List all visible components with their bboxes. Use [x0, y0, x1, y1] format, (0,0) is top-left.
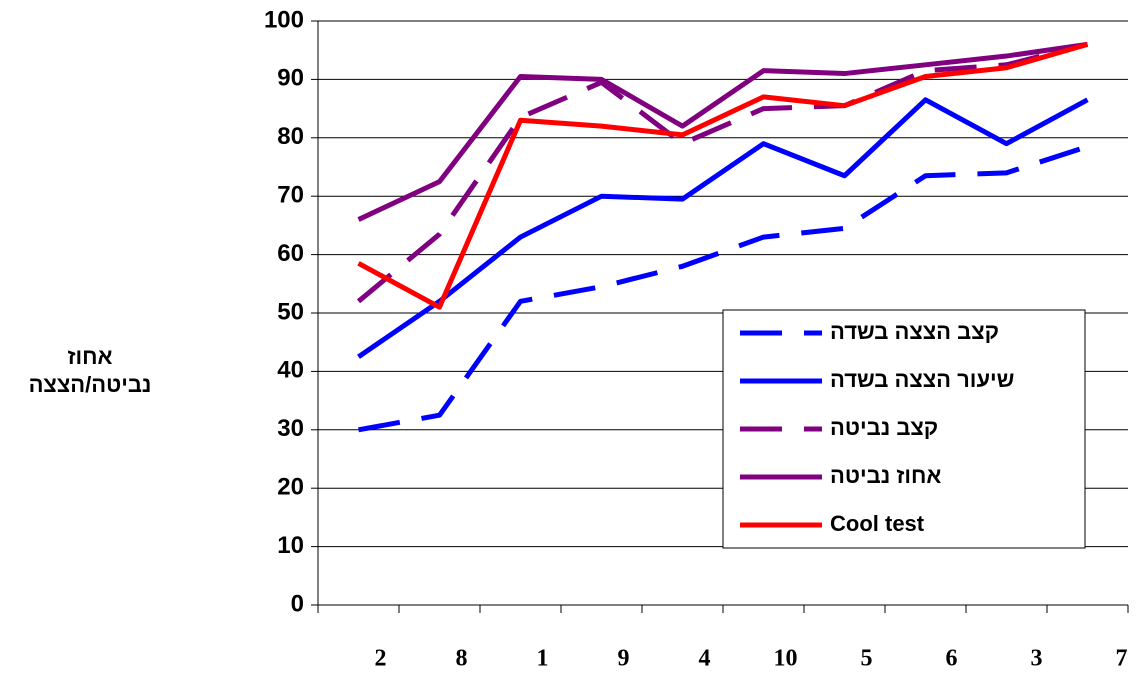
x-tick-label: 2	[375, 646, 387, 672]
legend-label: Cool test	[830, 511, 925, 536]
y-tick-label: 80	[277, 123, 304, 150]
legend-label: קצב נביטה	[830, 415, 938, 440]
y-tick-label: 40	[277, 357, 304, 384]
series-line	[358, 144, 1089, 433]
legend	[722, 309, 1086, 549]
legend-label: קצב הצצה בשדה	[830, 319, 999, 344]
legend-label: אחוז נביטה	[830, 463, 941, 488]
legend-label: שיעור הצצה בשדה	[830, 367, 1014, 392]
series-line	[357, 97, 1089, 359]
x-tick-label: 1	[537, 646, 549, 672]
x-tick-label: 7	[1116, 646, 1128, 672]
y-axis-label: נביטה/הצצה	[29, 372, 152, 397]
series-line	[356, 41, 1089, 304]
x-tick-label: 10	[774, 646, 798, 672]
x-tick-label: 5	[861, 646, 873, 672]
y-axis-label: אחוז	[67, 344, 112, 369]
y-tick-label: 70	[277, 182, 304, 209]
x-tick-label: 4	[699, 646, 711, 672]
series-line	[357, 41, 1088, 222]
series-line	[357, 41, 1089, 310]
x-tick-label: 3	[1031, 646, 1043, 672]
y-tick-label: 0	[291, 590, 304, 617]
x-tick-label: 9	[618, 646, 630, 672]
x-tick-label: 6	[946, 646, 958, 672]
y-tick-label: 10	[277, 532, 304, 559]
y-tick-label: 90	[277, 65, 304, 92]
y-tick-label: 30	[277, 415, 304, 442]
y-tick-label: 50	[277, 298, 304, 325]
x-tick-label: 8	[456, 646, 468, 672]
y-tick-label: 60	[277, 240, 304, 267]
y-tick-label: 100	[264, 6, 304, 33]
y-tick-label: 20	[277, 474, 304, 501]
